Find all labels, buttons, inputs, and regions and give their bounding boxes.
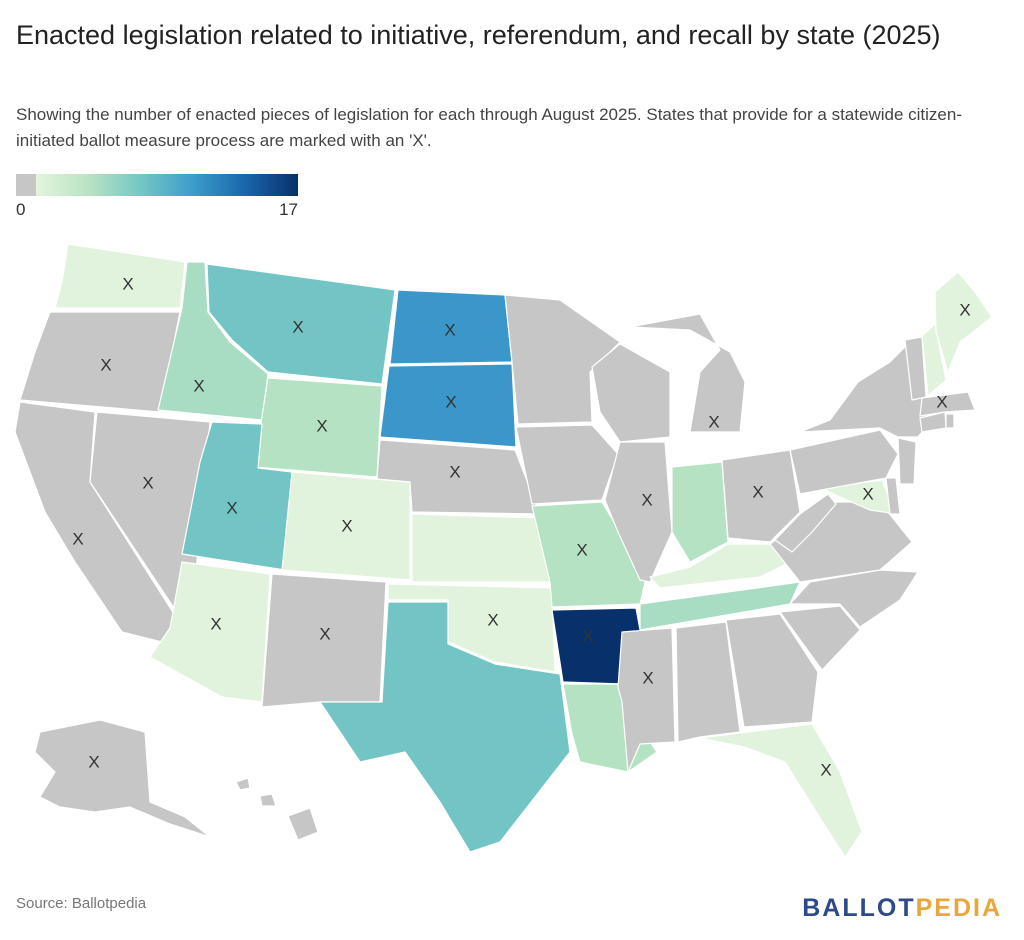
state-in	[671, 461, 729, 563]
initiative-mark-ok: X	[487, 611, 498, 630]
initiative-mark-ca: X	[72, 530, 83, 549]
state-oh	[721, 449, 801, 543]
chart-title: Enacted legislation related to initiativ…	[16, 20, 941, 50]
legend-min-label: 0	[16, 200, 26, 219]
state-mt	[206, 263, 396, 385]
state-ak	[34, 719, 211, 838]
legend-zero-swatch	[16, 174, 36, 196]
initiative-mark-or: X	[100, 356, 111, 375]
color-legend: 0 17	[16, 174, 298, 222]
initiative-mark-me: X	[959, 301, 970, 320]
state-mi	[629, 313, 746, 433]
initiative-mark-il: X	[641, 491, 652, 510]
initiative-mark-fl: X	[820, 761, 831, 780]
state-ma	[919, 391, 976, 417]
initiative-mark-sd: X	[445, 393, 456, 412]
logo-part-2: PEDIA	[915, 894, 1002, 922]
state-nj	[897, 437, 917, 485]
state-az	[149, 561, 271, 703]
ballotpedia-logo: BALLOTPEDIA	[802, 894, 1002, 923]
initiative-mark-co: X	[341, 517, 352, 536]
state-de	[885, 477, 901, 515]
legend-color-scale	[16, 174, 298, 196]
state-wi	[591, 343, 671, 443]
initiative-mark-oh: X	[752, 483, 763, 502]
state-ky	[649, 543, 791, 589]
state-sc	[779, 605, 861, 671]
initiative-mark-nm: X	[319, 625, 330, 644]
state-me	[934, 271, 993, 373]
state-ca	[14, 401, 177, 643]
initiative-mark-ar: X	[582, 627, 593, 646]
state-md	[819, 479, 897, 515]
legend-max-label: 17	[279, 200, 298, 219]
state-ks	[411, 513, 551, 583]
logo-part-1: BALLOT	[802, 894, 916, 922]
state-pa	[789, 429, 899, 495]
legend-gradient	[36, 174, 298, 196]
state-wa	[54, 243, 186, 309]
initiative-mark-id: X	[193, 377, 204, 396]
initiative-mark-ms: X	[642, 669, 653, 688]
state-wv	[774, 493, 837, 553]
state-nc	[789, 569, 919, 628]
state-nh	[921, 323, 947, 397]
state-or	[19, 311, 181, 413]
initiative-mark-nv: X	[142, 474, 153, 493]
initiative-mark-mi: X	[708, 413, 719, 432]
initiative-mark-md: X	[862, 485, 873, 504]
state-ga	[725, 613, 819, 728]
source-note: Source: Ballotpedia	[16, 895, 147, 912]
state-hi	[235, 777, 319, 841]
initiative-mark-mo: X	[576, 541, 587, 560]
initiative-mark-wy: X	[316, 417, 327, 436]
state-id	[157, 261, 269, 421]
state-vt	[904, 336, 927, 401]
initiative-mark-ut: X	[226, 499, 237, 518]
state-ia	[515, 424, 619, 505]
initiative-mark-mt: X	[292, 318, 303, 337]
initiative-mark-ak: X	[88, 753, 99, 772]
state-fl	[699, 723, 863, 858]
initiative-mark-ma: X	[936, 393, 947, 412]
us-state-map: X X X X X X X X X X X X X X X X X X X X X X X X X X	[14, 243, 993, 858]
initiative-mark-nd: X	[444, 321, 455, 340]
chart-subtitle: Showing the number of enacted pieces of …	[16, 105, 962, 150]
state-il	[604, 441, 673, 583]
state-tx	[319, 601, 571, 853]
state-ne	[376, 439, 541, 515]
state-al	[675, 621, 741, 743]
initiative-mark-az: X	[210, 615, 221, 634]
state-mn	[504, 294, 621, 425]
state-ri	[945, 413, 955, 429]
initiative-mark-ne: X	[449, 463, 460, 482]
initiative-mark-wa: X	[122, 275, 133, 294]
state-co	[281, 471, 411, 581]
state-sd	[379, 363, 517, 448]
state-ms	[617, 627, 676, 773]
